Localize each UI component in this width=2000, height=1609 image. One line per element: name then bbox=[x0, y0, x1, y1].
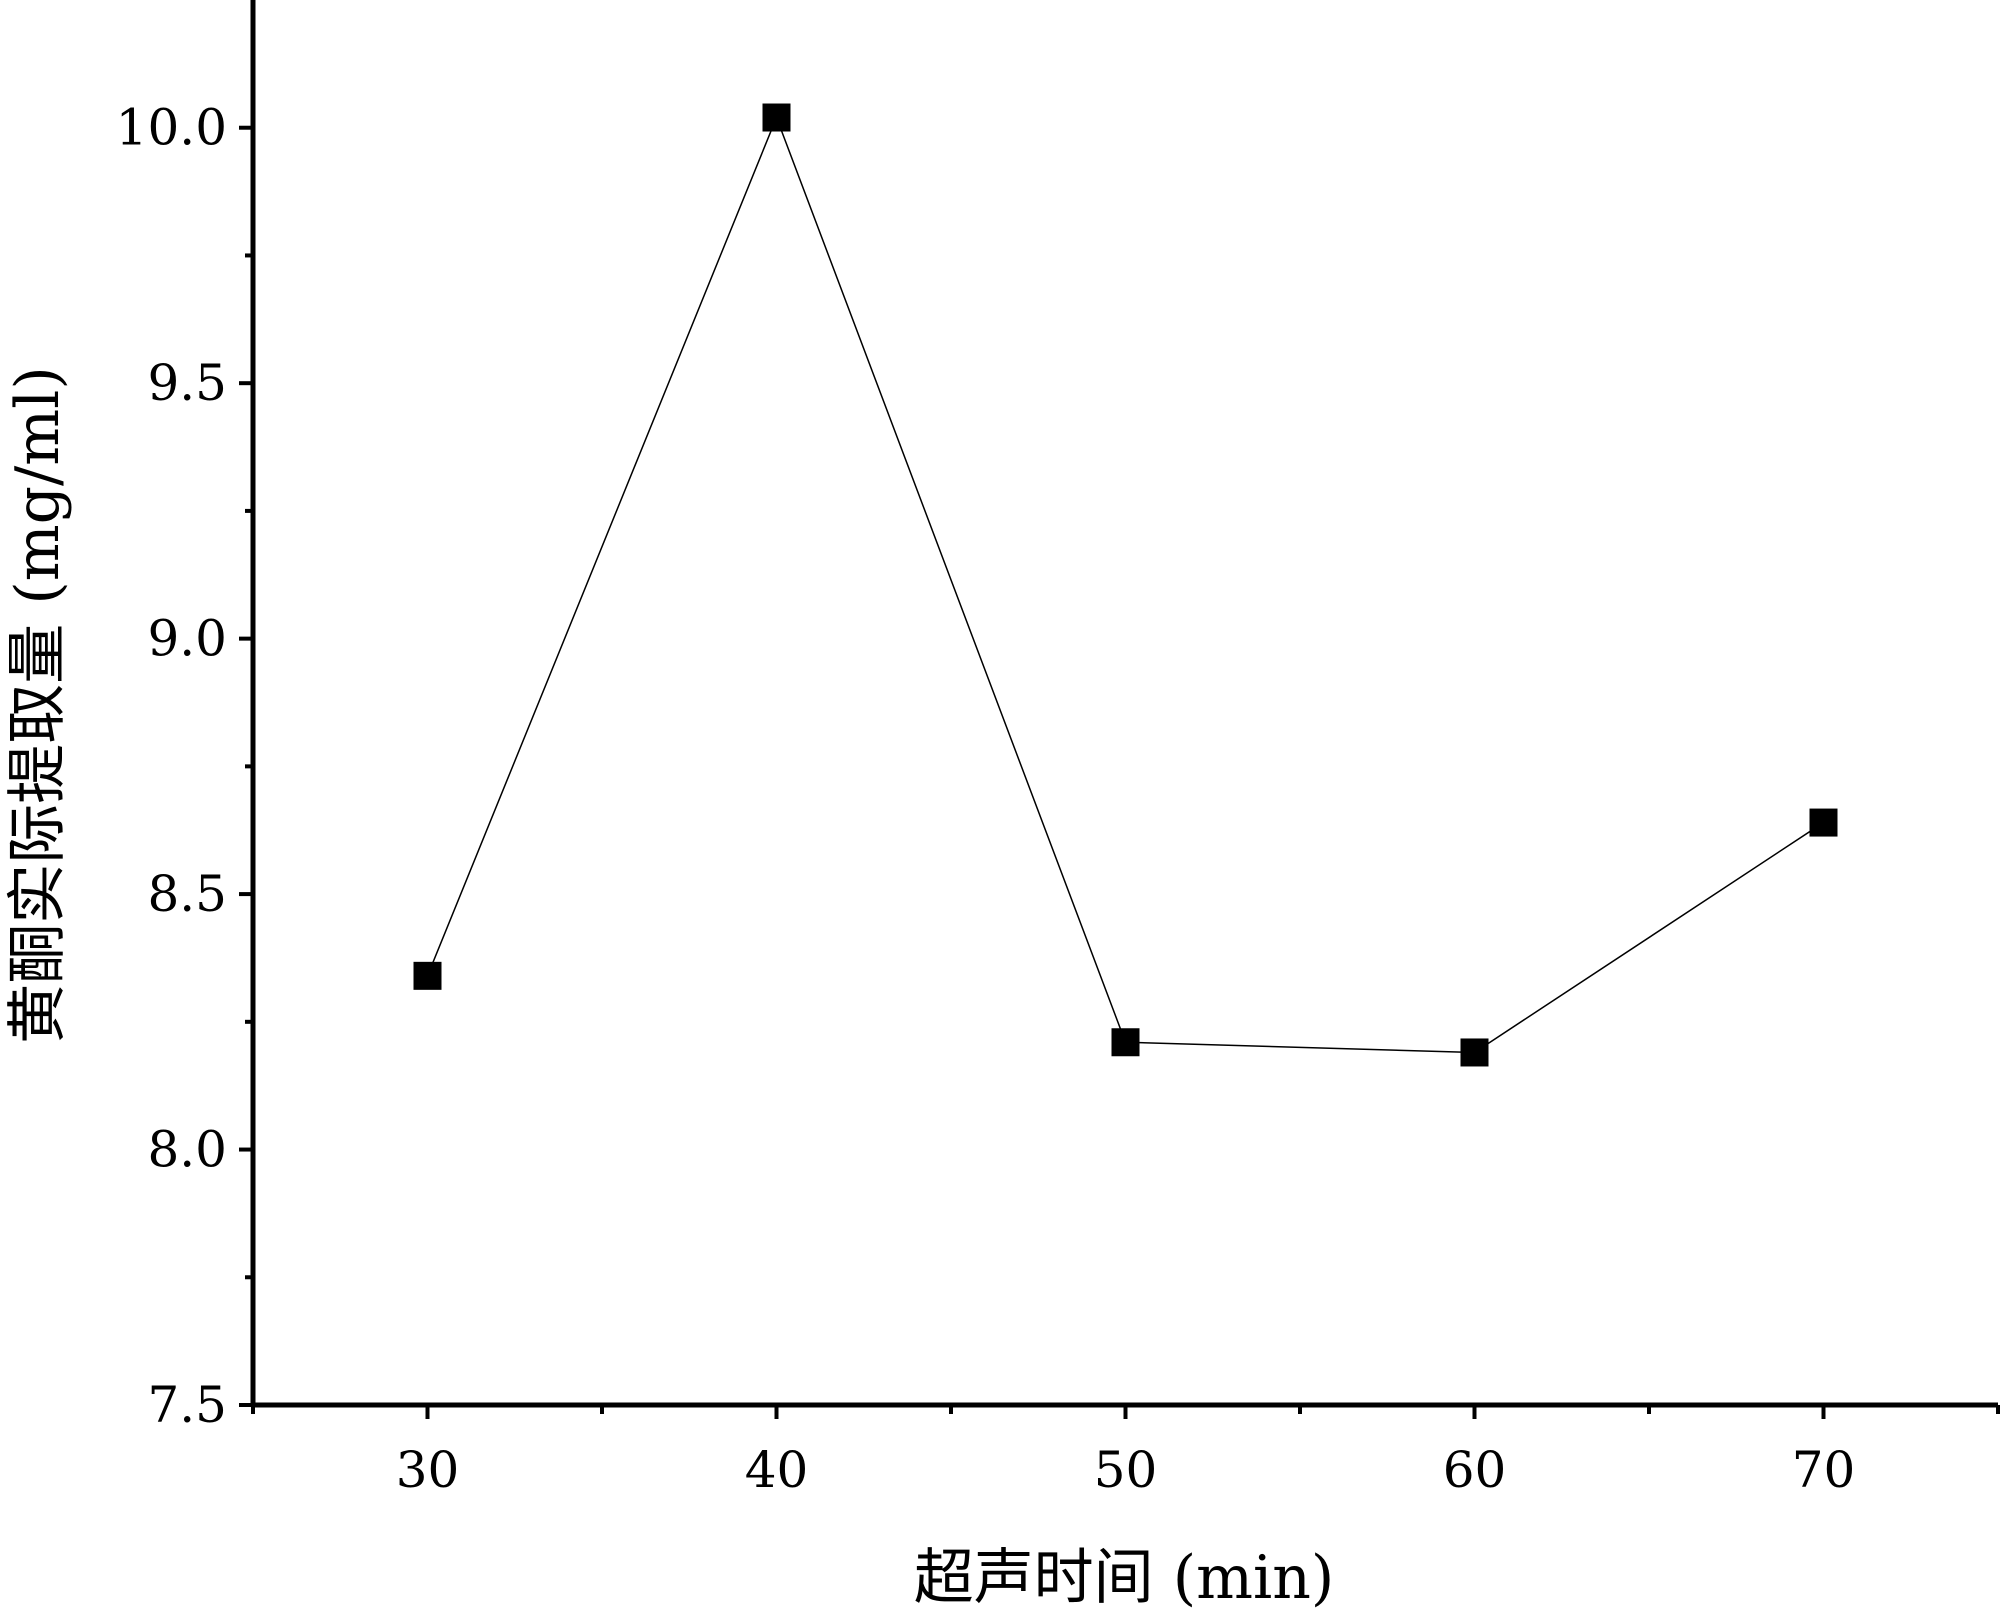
y-tick-label: 7.5 bbox=[147, 1376, 227, 1434]
x-ticks: 30 40 50 60 70 bbox=[251, 1405, 2000, 1499]
data-point-marker bbox=[762, 103, 791, 132]
axes bbox=[250, 0, 1998, 1408]
data-point-marker bbox=[1809, 808, 1838, 837]
x-tick-label: 30 bbox=[396, 1441, 460, 1499]
y-tick-label: 8.0 bbox=[147, 1121, 227, 1179]
x-tick-label: 70 bbox=[1792, 1441, 1856, 1499]
data-point-marker bbox=[1111, 1028, 1140, 1057]
x-tick-label: 40 bbox=[745, 1441, 809, 1499]
data-point-marker bbox=[1460, 1038, 1489, 1067]
series-line bbox=[426, 115, 1824, 1054]
y-axis-title: 黄酮实际提取量 (mg/ml) bbox=[3, 366, 73, 1044]
x-axis-title: 超声时间 (min) bbox=[914, 1543, 1335, 1609]
y-tick-label: 8.5 bbox=[147, 865, 227, 923]
y-ticks: 7.5 8.0 8.5 9.0 9.5 10.0 bbox=[116, 99, 253, 1434]
series-layer bbox=[413, 103, 1838, 1067]
y-tick-label: 9.5 bbox=[147, 354, 227, 412]
y-tick-label: 10.0 bbox=[116, 99, 227, 157]
x-tick-label: 50 bbox=[1094, 1441, 1158, 1499]
y-tick-label: 9.0 bbox=[147, 610, 227, 668]
x-tick-label: 60 bbox=[1443, 1441, 1507, 1499]
data-point-marker bbox=[413, 961, 442, 990]
